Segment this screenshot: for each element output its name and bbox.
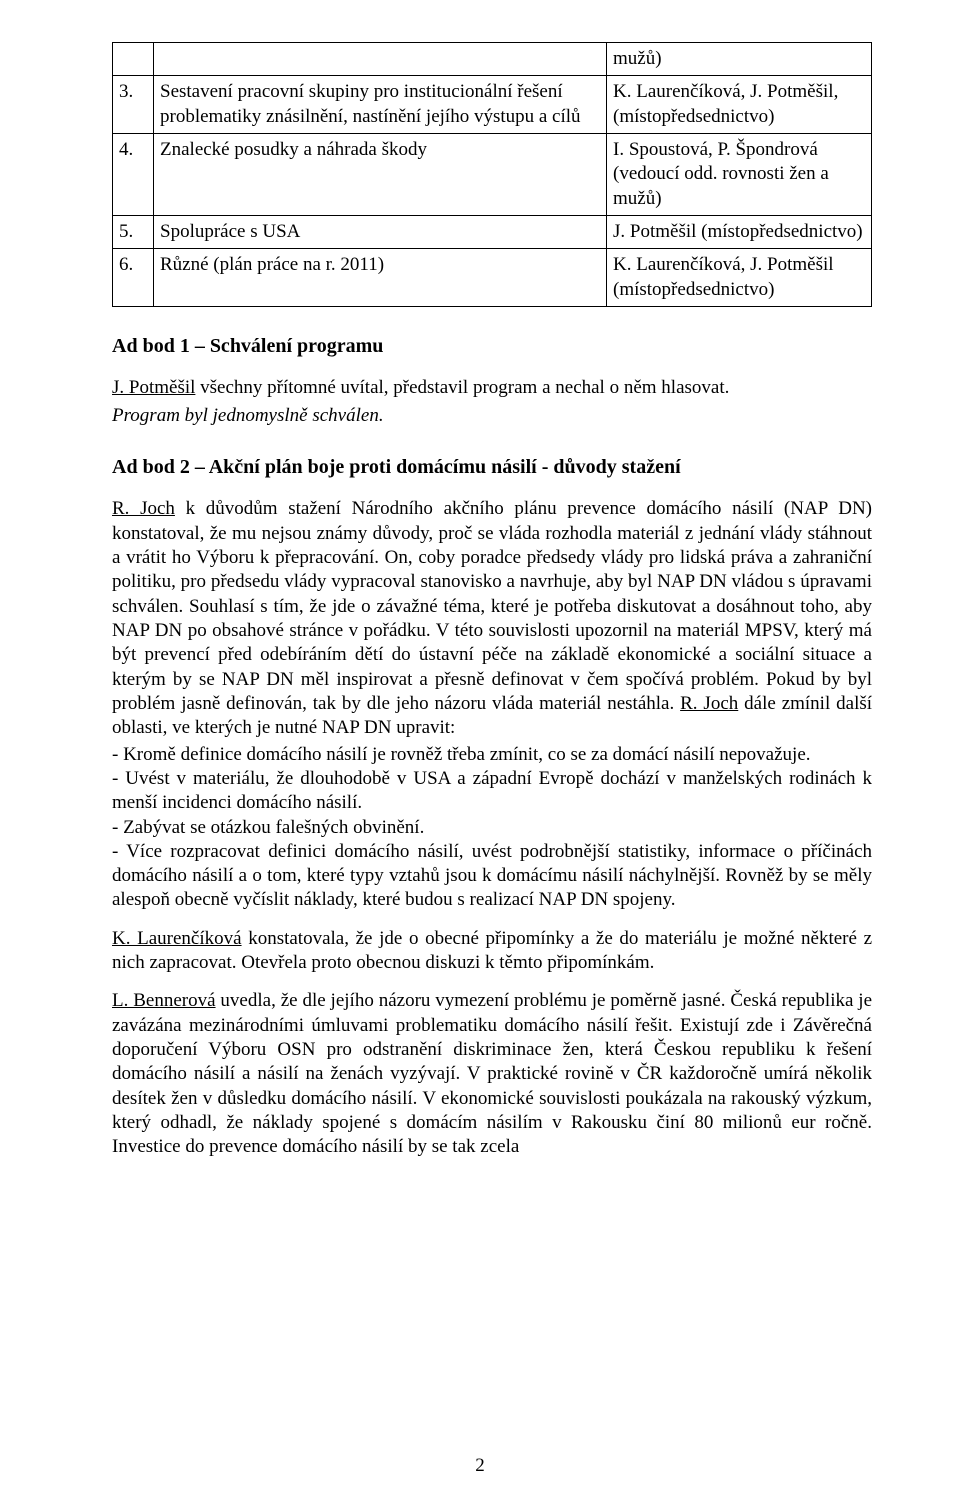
ad2-heading: Ad bod 2 – Akční plán boje proti domácím… xyxy=(112,456,872,479)
ad2-p3: L. Bennerová uvedla, že dle jejího názor… xyxy=(112,989,872,1159)
ad1-text: všechny přítomné uvítal, představil prog… xyxy=(195,377,729,398)
row-num: 6. xyxy=(113,249,154,307)
speaker-name: L. Bennerová xyxy=(112,990,216,1011)
table-row: 3. Sestavení pracovní skupiny pro instit… xyxy=(113,76,872,134)
bullet-item: - Uvést v materiálu, že dlouhodobě v USA… xyxy=(112,767,872,816)
row-topic: Různé (plán práce na r. 2011) xyxy=(154,249,607,307)
row-num xyxy=(113,43,154,76)
ad2-p3-text: uvedla, že dle jejího názoru vymezení pr… xyxy=(112,990,872,1157)
page: mužů) 3. Sestavení pracovní skupiny pro … xyxy=(0,0,960,1507)
row-num: 3. xyxy=(113,76,154,134)
bullet-item: - Zabývat se otázkou falešných obvinění. xyxy=(112,816,872,840)
ad2-p1-text-a: k důvodům stažení Národního akčního plán… xyxy=(112,498,872,714)
row-who: K. Laurenčíková, J. Potměšil (místopředs… xyxy=(607,249,872,307)
ad1-paragraph: J. Potměšil všechny přítomné uvítal, pře… xyxy=(112,376,872,400)
row-num: 4. xyxy=(113,133,154,215)
speaker-name: R. Joch xyxy=(112,498,175,519)
row-topic: Spolupráce s USA xyxy=(154,215,607,248)
row-who: I. Spoustová, P. Špondrová (vedoucí odd.… xyxy=(607,133,872,215)
table-row: 6. Různé (plán práce na r. 2011) K. Laur… xyxy=(113,249,872,307)
agenda-table: mužů) 3. Sestavení pracovní skupiny pro … xyxy=(112,42,872,307)
ad2-p1: R. Joch k důvodům stažení Národního akčn… xyxy=(112,497,872,740)
bullet-item: - Kromě definice domácího násilí je rovn… xyxy=(112,743,872,767)
bullet-list: - Kromě definice domácího násilí je rovn… xyxy=(112,743,872,913)
table-row: 4. Znalecké posudky a náhrada škody I. S… xyxy=(113,133,872,215)
page-number: 2 xyxy=(0,1455,960,1477)
row-who: K. Laurenčíková, J. Potměšil, (místopřed… xyxy=(607,76,872,134)
table-row: mužů) xyxy=(113,43,872,76)
bullet-item: - Více rozpracovat definici domácího nás… xyxy=(112,840,872,913)
speaker-name: J. Potměšil xyxy=(112,377,195,398)
ad1-result: Program byl jednomyslně schválen. xyxy=(112,404,872,428)
speaker-name: K. Laurenčíková xyxy=(112,928,242,949)
row-topic: Sestavení pracovní skupiny pro instituci… xyxy=(154,76,607,134)
speaker-name: R. Joch xyxy=(680,693,738,714)
row-num: 5. xyxy=(113,215,154,248)
row-who: J. Potměšil (místopředsednictvo) xyxy=(607,215,872,248)
row-topic: Znalecké posudky a náhrada škody xyxy=(154,133,607,215)
table-row: 5. Spolupráce s USA J. Potměšil (místopř… xyxy=(113,215,872,248)
ad1-heading: Ad bod 1 – Schválení programu xyxy=(112,335,872,358)
ad2-p2: K. Laurenčíková konstatovala, že jde o o… xyxy=(112,927,872,976)
row-who: mužů) xyxy=(607,43,872,76)
row-topic xyxy=(154,43,607,76)
